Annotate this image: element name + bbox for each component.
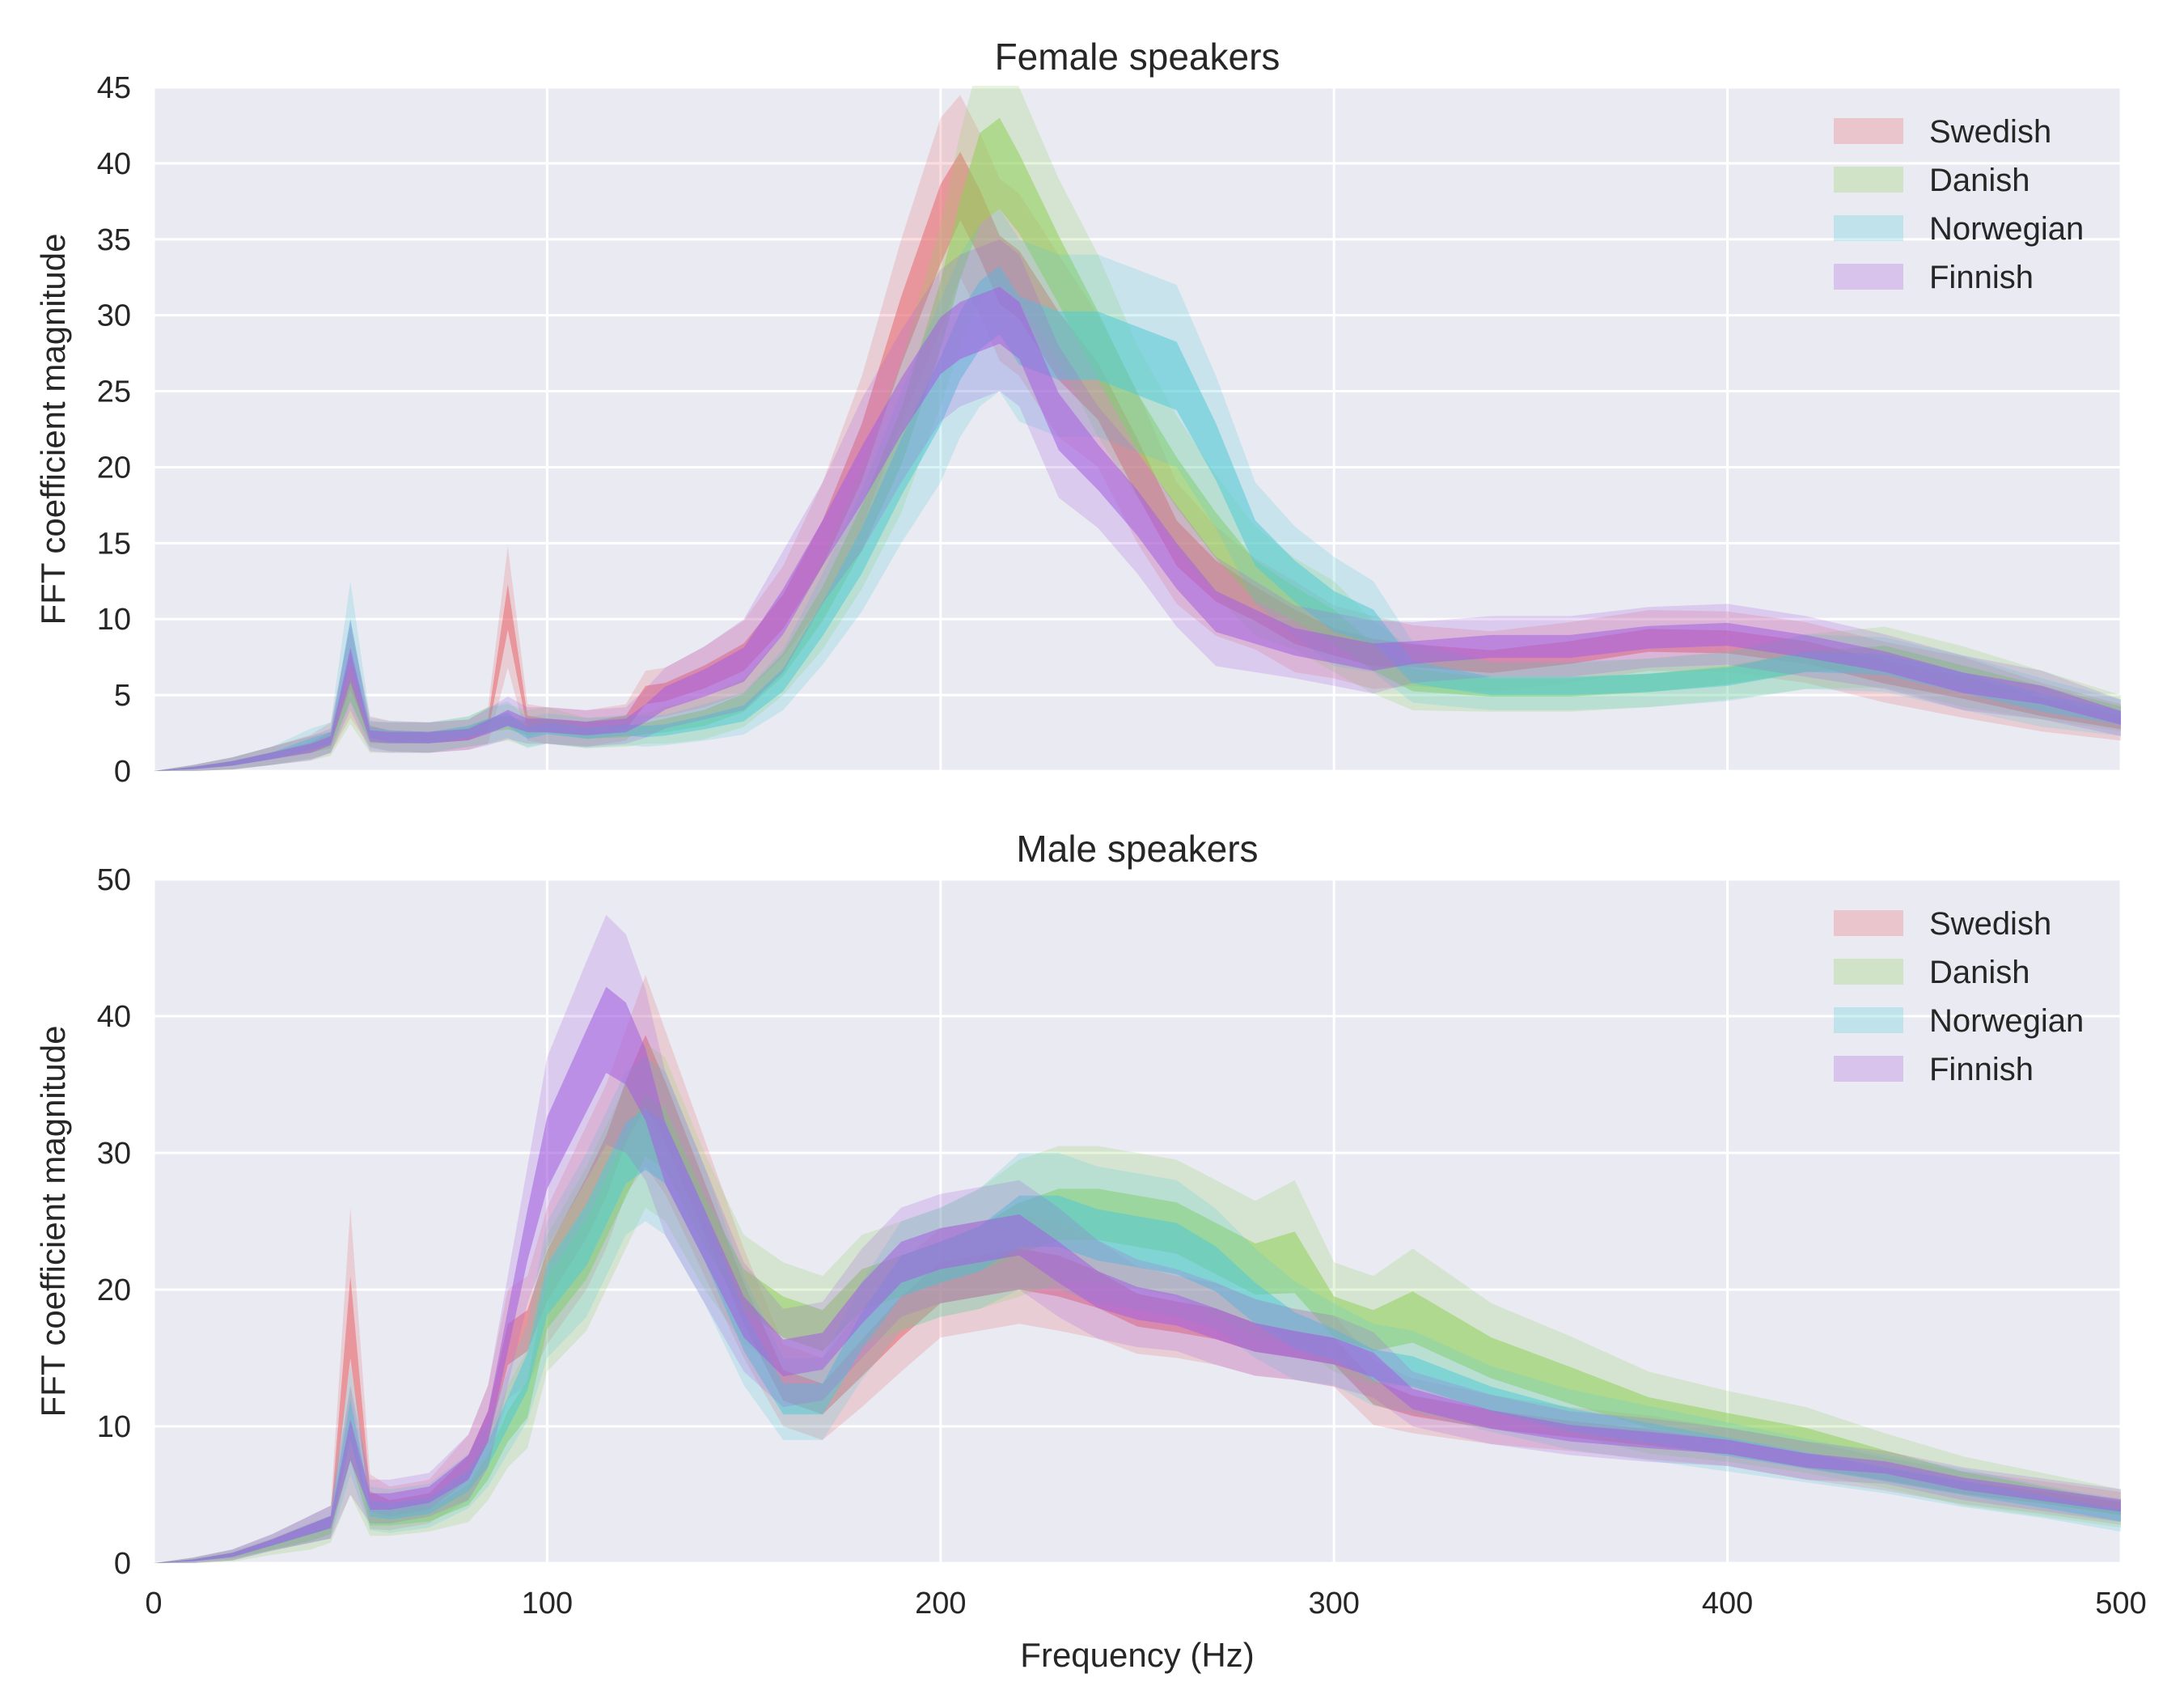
- y-axis-label: FFT coefficient magnitude: [34, 233, 72, 625]
- legend-label: Danish: [1929, 955, 2030, 990]
- legend-swatch: [1834, 959, 1903, 985]
- x-tick-label: 500: [2095, 1587, 2146, 1621]
- panel-title: Male speakers: [1016, 828, 1258, 870]
- x-tick-label: 100: [522, 1587, 573, 1621]
- legend-label: Finnish: [1929, 1052, 2034, 1087]
- y-tick-label: 5: [114, 679, 131, 713]
- legend-swatch: [1834, 1007, 1903, 1033]
- y-tick-label: 10: [97, 603, 131, 637]
- series-band-inner-swedish: [154, 151, 2121, 771]
- legend-label: Norwegian: [1929, 1003, 2084, 1039]
- legend-label: Danish: [1929, 163, 2030, 198]
- panel-title: Female speakers: [995, 36, 1280, 78]
- y-tick-label: 0: [114, 1547, 131, 1581]
- y-tick-label: 35: [97, 223, 131, 257]
- y-tick-label: 20: [97, 1273, 131, 1307]
- series-band-outer-norwegian: [154, 209, 2121, 771]
- y-tick-label: 30: [97, 299, 131, 333]
- legend-swatch: [1834, 167, 1903, 193]
- series-group: [154, 86, 2121, 771]
- legend-swatch: [1834, 118, 1903, 144]
- y-tick-label: 0: [114, 755, 131, 789]
- y-tick-label: 50: [97, 863, 131, 897]
- x-tick-label: 0: [145, 1587, 162, 1621]
- legend-swatch: [1834, 264, 1903, 290]
- x-tick-label: 300: [1308, 1587, 1359, 1621]
- y-tick-label: 20: [97, 451, 131, 485]
- legend-label: Swedish: [1929, 114, 2051, 150]
- legend-label: Swedish: [1929, 906, 2051, 942]
- series-band-inner-finnish: [154, 286, 2121, 771]
- series-band-inner-danish: [154, 1095, 2121, 1563]
- series-group: [154, 914, 2121, 1563]
- y-axis-label: FFT coefficient magnitude: [34, 1025, 72, 1417]
- y-tick-label: 10: [97, 1410, 131, 1444]
- y-tick-label: 15: [97, 527, 131, 561]
- x-axis-label: Frequency (Hz): [1020, 1636, 1254, 1674]
- legend-swatch: [1834, 910, 1903, 936]
- legend-swatch: [1834, 215, 1903, 241]
- series-band-inner-danish: [154, 117, 2121, 771]
- chart-panel-1: 0 5 10 15 20 25 30 35 40 45 Female speakers FFT coe…: [34, 36, 2123, 789]
- legend: Swedish Danish Norwegian Finnish: [1834, 906, 2084, 1087]
- legend: Swedish Danish Norwegian Finnish: [1834, 114, 2084, 295]
- legend-label: Finnish: [1929, 260, 2034, 295]
- y-tick-label: 45: [97, 71, 131, 105]
- x-tick-label: 400: [1702, 1587, 1753, 1621]
- y-tick-label: 40: [97, 1000, 131, 1034]
- series-band-inner-norwegian: [154, 265, 2121, 771]
- x-tick-label: 200: [915, 1587, 966, 1621]
- y-tick-label: 40: [97, 147, 131, 181]
- y-tick-label: 30: [97, 1137, 131, 1171]
- legend-swatch: [1834, 1056, 1903, 1082]
- legend-label: Norwegian: [1929, 211, 2084, 247]
- y-tick-label: 25: [97, 375, 131, 409]
